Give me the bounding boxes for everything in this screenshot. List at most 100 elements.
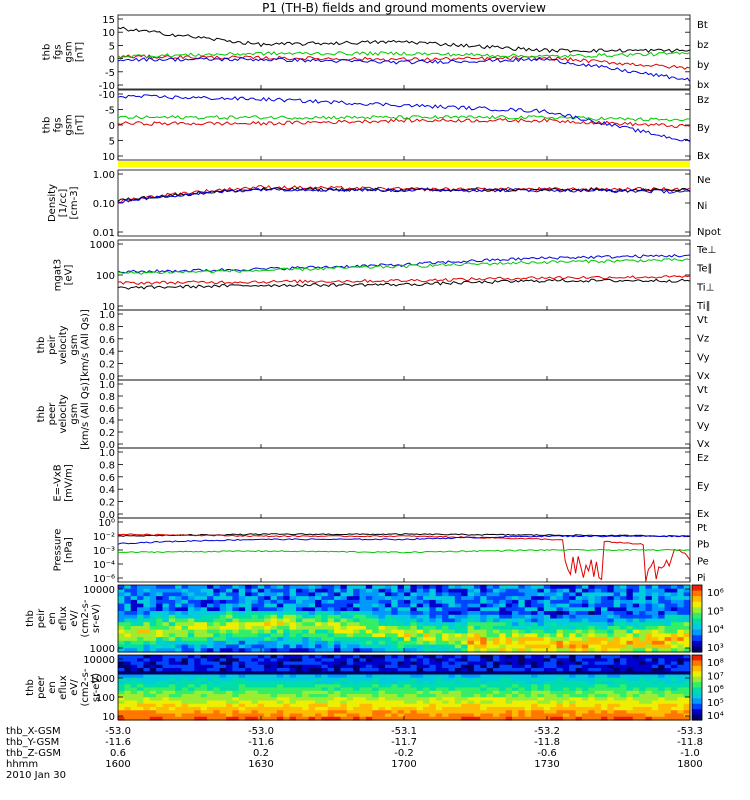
- spectrogram-cell: [346, 681, 354, 685]
- spectrogram-cell: [130, 700, 138, 705]
- spectrogram-cell: [454, 668, 462, 672]
- spectrogram-cell: [448, 687, 456, 692]
- spectrogram-cell: [137, 716, 145, 721]
- spectrogram-cell: [283, 596, 291, 601]
- spectrogram-cell: [372, 694, 380, 698]
- spectrogram-cell: [429, 658, 437, 663]
- spectrogram-cell: [531, 664, 539, 669]
- spectrogram-cell: [238, 681, 246, 685]
- spectrogram-cell: [404, 648, 411, 653]
- spectrogram-cell: [187, 633, 195, 638]
- spectrogram-cell: [219, 614, 227, 620]
- y-tick-label: 1.0: [99, 310, 115, 321]
- spectrogram-cell: [556, 599, 564, 605]
- spectrogram-cell: [613, 607, 621, 612]
- spectrogram-cell: [251, 655, 259, 659]
- spectrogram-cell: [238, 648, 246, 653]
- spectrogram-cell: [378, 640, 386, 646]
- spectrogram-cell: [486, 703, 494, 708]
- spectrogram-cell: [461, 687, 469, 692]
- spectrogram-cell: [499, 707, 507, 711]
- spectrogram-cell: [543, 640, 551, 646]
- spectrogram-cell: [308, 677, 316, 682]
- spectrogram-cell: [276, 618, 284, 623]
- spectrogram-cell: [588, 618, 596, 623]
- spectrogram-cell: [467, 614, 475, 620]
- spectrogram-cell: [327, 629, 335, 634]
- spectrogram-cell: [448, 592, 456, 597]
- spectrogram-cell: [492, 658, 500, 663]
- spectrogram-cell: [372, 671, 380, 676]
- spectrogram-cell: [232, 592, 240, 597]
- spectrogram-cell: [213, 655, 221, 659]
- spectrogram-cell: [658, 707, 666, 711]
- spectrogram-cell: [620, 690, 628, 695]
- spectrogram-cell: [556, 713, 564, 718]
- spectrogram-cell: [410, 640, 418, 646]
- spectrogram-cell: [512, 661, 519, 666]
- spectrogram-cell: [289, 592, 297, 597]
- spectrogram-cell: [175, 607, 183, 612]
- spectrogram-cell: [531, 707, 539, 711]
- spectrogram-cell: [257, 655, 265, 659]
- spectrogram-cell: [404, 637, 411, 642]
- spectrogram-cell: [353, 618, 361, 623]
- y-tick-label: 10000: [83, 655, 115, 666]
- spectrogram-cell: [454, 618, 462, 623]
- y-axis-label: thb: [36, 406, 47, 423]
- spectrogram-cell: [219, 664, 227, 669]
- spectrogram-cell: [537, 710, 545, 715]
- spectrogram-cell: [632, 716, 640, 721]
- spectrogram-cell: [232, 611, 240, 616]
- spectrogram-cell: [639, 637, 647, 642]
- spectrogram-cell: [276, 655, 284, 659]
- spectrogram-cell: [601, 622, 608, 627]
- y-tick-label: 10: [102, 152, 115, 163]
- spectrogram-cell: [512, 633, 519, 638]
- spectrogram-cell: [505, 625, 513, 631]
- spectrogram-cell: [276, 713, 284, 718]
- spectrogram-cell: [531, 644, 539, 649]
- spectrogram-cell: [118, 661, 125, 666]
- spectrogram-cell: [206, 592, 214, 597]
- spectrogram-cell: [626, 644, 634, 649]
- spectrogram-cell: [626, 629, 634, 634]
- spectrogram-cell: [537, 603, 545, 608]
- spectrogram-cell: [187, 629, 195, 634]
- spectrogram-cell: [626, 585, 634, 590]
- spectrogram-cell: [442, 671, 450, 676]
- spectrogram-cell: [264, 599, 272, 605]
- spectrogram-cell: [626, 713, 634, 718]
- spectrogram-cell: [677, 596, 685, 601]
- spectrogram-cell: [168, 707, 176, 711]
- spectrogram-cell: [594, 588, 602, 594]
- spectrogram-cell: [270, 716, 278, 721]
- colorbar-segment: [692, 593, 702, 597]
- spectrogram-cell: [365, 697, 373, 702]
- spectrogram-cell: [245, 640, 253, 646]
- spectrogram-cell: [556, 684, 564, 689]
- spectrogram-cell: [257, 677, 265, 682]
- spectrogram-cell: [518, 681, 526, 685]
- spectrogram-cell: [435, 622, 443, 627]
- spectrogram-cell: [581, 637, 589, 642]
- spectrogram-cell: [118, 697, 125, 702]
- spectrogram-cell: [175, 710, 183, 715]
- spectrogram-cell: [334, 697, 342, 702]
- x-axis-value: -53.0: [105, 726, 131, 737]
- spectrogram-cell: [327, 687, 335, 692]
- spectrogram-cell: [124, 677, 132, 682]
- spectrogram-cell: [327, 644, 335, 649]
- spectrogram-cell: [429, 687, 437, 692]
- spectrogram-cell: [175, 637, 183, 642]
- spectrogram-cell: [359, 697, 367, 702]
- colorbar-segment: [692, 671, 702, 675]
- spectrogram-cell: [639, 697, 647, 702]
- spectrogram-cell: [581, 684, 589, 689]
- spectrogram-cell: [651, 644, 659, 649]
- spectrogram-cell: [137, 694, 145, 698]
- spectrogram-cell: [575, 713, 583, 718]
- spectrogram-cell: [404, 622, 411, 627]
- spectrogram-cell: [664, 681, 672, 685]
- spectrogram-cell: [384, 588, 392, 594]
